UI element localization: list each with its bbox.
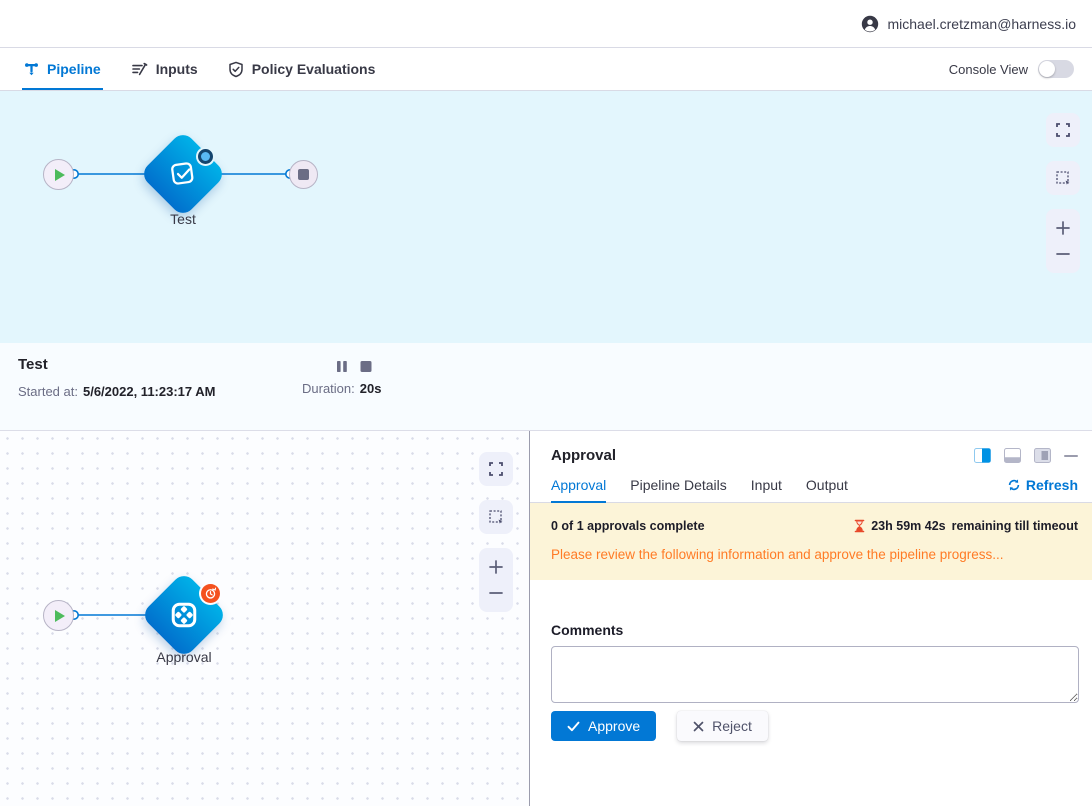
tab-pipeline[interactable]: Pipeline — [22, 48, 103, 90]
tab-policy-evaluations[interactable]: Policy Evaluations — [228, 48, 376, 90]
x-icon — [693, 721, 704, 732]
panel-header: Approval — [530, 431, 1092, 464]
stage-status-bar: Test Started at: 5/6/2022, 11:23:17 AM Du… — [0, 343, 1092, 431]
play-icon — [55, 168, 65, 181]
stage-summary: Test Started at: 5/6/2022, 11:23:17 AM — [18, 356, 215, 399]
fullscreen-button[interactable] — [479, 452, 513, 486]
timeout-info: 23h 59m 42s remaining till timeout — [854, 519, 1078, 533]
stage-graph-canvas[interactable]: Test — [0, 91, 1092, 343]
started-at-label: Started at: — [18, 384, 78, 399]
timeout-value: 23h 59m 42s — [871, 519, 946, 533]
hourglass-icon — [854, 519, 865, 533]
duration-row: Duration: 20s — [302, 381, 381, 396]
topbar: michael.cretzman@harness.io — [0, 0, 1092, 48]
step-graph-edges — [69, 610, 162, 621]
shield-check-icon — [228, 61, 244, 78]
check-icon — [567, 721, 580, 732]
layout-split-panel-button[interactable] — [1034, 448, 1051, 463]
console-view-label: Console View — [948, 61, 1028, 77]
console-view-toggle[interactable] — [1038, 60, 1074, 78]
refresh-label: Refresh — [1025, 477, 1078, 493]
stage-title: Test — [18, 356, 48, 373]
step-graph-canvas[interactable]: Approval — [0, 431, 530, 806]
fit-to-screen-button[interactable] — [479, 500, 513, 534]
approval-actions: Approve Reject — [551, 711, 1092, 741]
fit-to-screen-button[interactable] — [1046, 161, 1080, 195]
approve-button[interactable]: Approve — [551, 711, 657, 741]
approval-message: Please review the following information … — [551, 547, 1004, 562]
panel-title: Approval — [551, 447, 617, 464]
started-at-value: 5/6/2022, 11:23:17 AM — [82, 384, 216, 399]
user-email: michael.cretzman@harness.io — [887, 15, 1076, 32]
approval-banner: 0 of 1 approvals complete 23h 59m 42s re… — [530, 503, 1092, 580]
stop-execution-button[interactable] — [360, 360, 372, 373]
inputs-icon — [131, 61, 148, 77]
user-avatar-icon — [861, 15, 879, 33]
layout-right-panel-button[interactable] — [974, 448, 991, 463]
timeout-suffix: remaining till timeout — [951, 519, 1078, 533]
marquee-select-icon — [1055, 170, 1071, 186]
waiting-timer-badge — [201, 584, 220, 603]
stage-node-label: Test — [170, 211, 196, 227]
stage-status-badge — [198, 149, 213, 164]
panel-tab-pipeline-details[interactable]: Pipeline Details — [630, 477, 727, 493]
panel-tab-input[interactable]: Input — [750, 477, 782, 493]
zoom-out-button[interactable] — [1046, 246, 1080, 262]
step-node-label: Approval — [156, 649, 212, 665]
duration-label: Duration: — [302, 381, 355, 396]
stage-runtime: Duration: 20s — [302, 360, 381, 396]
marquee-select-icon — [488, 509, 504, 525]
started-at-row: Started at: 5/6/2022, 11:23:17 AM — [18, 384, 215, 399]
fullscreen-icon — [488, 461, 504, 477]
stage-node-test[interactable] — [139, 130, 227, 218]
comments-input[interactable] — [551, 646, 1079, 703]
tab-inputs-label: Inputs — [155, 61, 198, 77]
step-node-approval[interactable] — [140, 571, 228, 659]
panel-layout-controls — [974, 448, 1078, 463]
check-square-icon — [168, 159, 198, 189]
step-start-node[interactable] — [43, 600, 74, 631]
stage-end-node[interactable] — [289, 160, 318, 189]
console-view-control: Console View — [949, 48, 1092, 90]
tab-inputs[interactable]: Inputs — [131, 48, 198, 90]
refresh-button[interactable]: Refresh — [1007, 477, 1078, 502]
stop-icon — [298, 169, 309, 180]
stage-start-node[interactable] — [43, 159, 74, 190]
zoom-out-button[interactable] — [479, 585, 513, 601]
tab-policy-evaluations-label: Policy Evaluations — [251, 61, 376, 77]
bottom-split: Approval — [0, 431, 1092, 806]
zoom-in-button[interactable] — [479, 559, 513, 575]
duration-value: 20s — [359, 381, 382, 396]
reject-button[interactable]: Reject — [677, 711, 768, 741]
approvals-progress-text: 0 of 1 approvals complete — [551, 519, 705, 533]
tab-pipeline-label: Pipeline — [47, 61, 101, 77]
approve-button-label: Approve — [588, 718, 641, 734]
zoom-controls — [479, 548, 513, 612]
approval-step-icon — [169, 600, 199, 630]
execution-tabbar: Pipeline Inputs Policy Evaluations Conso… — [0, 48, 1092, 91]
user-account[interactable]: michael.cretzman@harness.io — [861, 15, 1076, 33]
fullscreen-button[interactable] — [1046, 113, 1080, 147]
panel-tab-approval[interactable]: Approval — [551, 477, 607, 503]
play-icon — [55, 609, 65, 622]
pause-execution-button[interactable] — [336, 360, 348, 373]
fullscreen-icon — [1055, 122, 1071, 138]
panel-tab-output[interactable]: Output — [805, 477, 848, 493]
zoom-controls — [1046, 209, 1080, 273]
zoom-in-button[interactable] — [1046, 220, 1080, 236]
step-detail-panel: Approval Approval Pipeline Details — [530, 431, 1092, 806]
layout-bottom-panel-button[interactable] — [1004, 448, 1021, 463]
minimize-panel-button[interactable] — [1064, 454, 1078, 457]
reject-button-label: Reject — [712, 718, 752, 734]
toggle-knob — [1039, 61, 1055, 77]
panel-tabs: Approval Pipeline Details Input Output R… — [530, 477, 1092, 503]
refresh-icon — [1007, 478, 1021, 492]
pipeline-icon — [24, 61, 39, 77]
comments-label: Comments — [551, 622, 624, 638]
